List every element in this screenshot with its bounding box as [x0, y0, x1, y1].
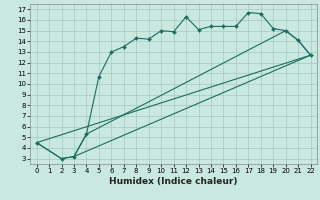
X-axis label: Humidex (Indice chaleur): Humidex (Indice chaleur): [109, 177, 238, 186]
